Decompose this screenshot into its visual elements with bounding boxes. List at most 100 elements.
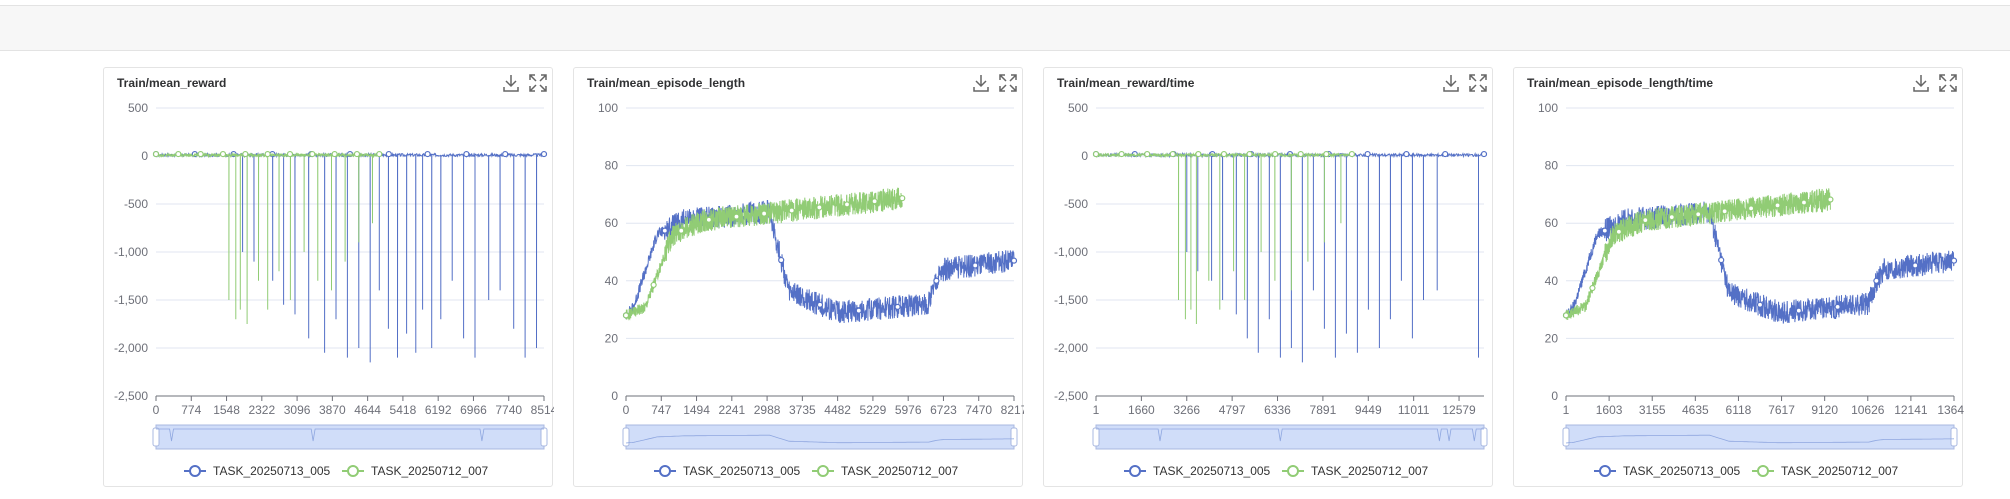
legend-label: TASK_20250712_007 — [1311, 464, 1429, 478]
data-point — [706, 217, 711, 222]
data-point — [900, 196, 905, 201]
chart-card-mean-reward: Train/mean_reward 500 0 -500 -1,000 -1,500 -2… — [103, 67, 553, 487]
data-point — [386, 152, 391, 157]
zoom-handle-right — [1951, 428, 1957, 446]
x-tick-label: 3870 — [319, 403, 346, 417]
legend-marker — [348, 466, 358, 476]
data-point — [856, 308, 861, 313]
x-tick-label: 1 — [1563, 403, 1570, 417]
data-point — [1443, 152, 1448, 157]
x-tick-label: 8217 — [1001, 403, 1024, 417]
data-point — [818, 302, 823, 307]
data-point — [1247, 152, 1252, 157]
data-point — [662, 228, 667, 233]
y-tick-label: -1,000 — [114, 245, 148, 259]
x-tick-label: 12141 — [1894, 403, 1928, 417]
zoom-handle-left — [623, 428, 629, 446]
data-point — [1828, 197, 1833, 202]
data-point — [1616, 229, 1621, 234]
y-tick-label: -1,500 — [1054, 293, 1088, 307]
legend-label: TASK_20250712_007 — [371, 464, 489, 478]
zoom-handle-left — [153, 428, 159, 446]
data-point — [542, 152, 547, 157]
data-point — [779, 258, 784, 263]
x-tick-label: 6723 — [930, 403, 957, 417]
legend-marker — [818, 466, 828, 476]
data-point — [1564, 313, 1569, 318]
legend-label: TASK_20250713_005 — [1623, 464, 1741, 478]
data-point — [1298, 152, 1303, 157]
series-line — [156, 154, 544, 363]
y-tick-label: 100 — [598, 101, 618, 115]
chart-card-mean-reward-time: Train/mean_reward/time 500 0 -500 -1,000 -1,… — [1043, 67, 1493, 487]
y-tick-label: 40 — [605, 274, 619, 288]
zoom-handle-right — [1481, 428, 1487, 446]
x-tick-label: 3155 — [1639, 403, 1666, 417]
data-point — [679, 228, 684, 233]
x-tick-label: 5229 — [860, 403, 887, 417]
data-point — [154, 152, 159, 157]
x-tick-label: 7617 — [1768, 403, 1795, 417]
x-tick-label: 5418 — [390, 403, 417, 417]
x-tick-label: 3096 — [284, 403, 311, 417]
x-tick-label: 10626 — [1851, 403, 1885, 417]
x-tick-label: 12579 — [1442, 403, 1476, 417]
data-point — [1801, 200, 1806, 205]
data-point — [817, 205, 822, 210]
data-point — [1012, 258, 1017, 263]
x-tick-label: 9120 — [1811, 403, 1838, 417]
y-tick-label: -1,000 — [1054, 245, 1088, 259]
data-point — [1273, 152, 1278, 157]
y-tick-label: 0 — [1081, 149, 1088, 163]
data-point — [1221, 152, 1226, 157]
data-point — [895, 304, 900, 309]
legend-marker — [190, 466, 200, 476]
x-tick-label: 1603 — [1596, 403, 1623, 417]
chart-card-mean-episode-length: Train/mean_episode_length 100 80 60 40 20 0 0 7… — [573, 67, 1023, 487]
data-point — [1874, 278, 1879, 283]
data-point — [789, 208, 794, 213]
data-point — [1324, 152, 1329, 157]
chart-card-mean-episode-length-time: Train/mean_episode_length/time 100 80 60 40… — [1513, 67, 1963, 487]
data-point — [762, 211, 767, 216]
zoom-handle-right — [541, 428, 547, 446]
line-chart: 5000-500-1,000-1,500-2,000-2,5001 1660 326… — [1044, 68, 1494, 488]
legend-marker — [1758, 466, 1768, 476]
zoom-slider-window — [626, 425, 1014, 449]
series-line — [626, 188, 902, 320]
x-tick-label: 13646 — [1937, 403, 1964, 417]
y-tick-label: 0 — [1551, 389, 1558, 403]
y-tick-label: 100 — [1538, 101, 1558, 115]
x-tick-label: 1494 — [683, 403, 710, 417]
x-tick-label: 1 — [1093, 403, 1100, 417]
legend-marker — [1288, 466, 1298, 476]
series-line — [156, 154, 379, 324]
line-chart: 500 0 -500 -1,000 -1,500 -2,000 -2,500 0 774 1548… — [104, 68, 554, 488]
data-point — [243, 152, 248, 157]
data-point — [1952, 258, 1957, 263]
data-point — [1719, 258, 1724, 263]
y-tick-label: -1,500 — [114, 293, 148, 307]
y-tick-label: 60 — [605, 216, 619, 230]
data-point — [503, 152, 508, 157]
x-tick-label: 5976 — [895, 403, 922, 417]
legend-label: TASK_20250713_005 — [683, 464, 801, 478]
x-tick-label: 2241 — [718, 403, 745, 417]
x-tick-label: 6192 — [425, 403, 452, 417]
data-point — [844, 202, 849, 207]
top-toolbar — [0, 5, 2010, 51]
data-point — [377, 152, 382, 157]
y-tick-label: 500 — [1068, 101, 1088, 115]
y-tick-label: 20 — [605, 331, 619, 345]
data-point — [934, 278, 939, 283]
y-tick-label: 500 — [128, 101, 148, 115]
data-point — [198, 152, 203, 157]
data-point — [1602, 228, 1607, 233]
x-tick-label: 11011 — [1398, 403, 1430, 417]
data-point — [1349, 152, 1354, 157]
zoom-slider-window — [1566, 425, 1954, 449]
x-tick-label: 8514 — [531, 403, 554, 417]
legend-label: TASK_20250713_005 — [1153, 464, 1271, 478]
y-tick-label: 80 — [1545, 159, 1559, 173]
data-point — [1590, 286, 1595, 291]
